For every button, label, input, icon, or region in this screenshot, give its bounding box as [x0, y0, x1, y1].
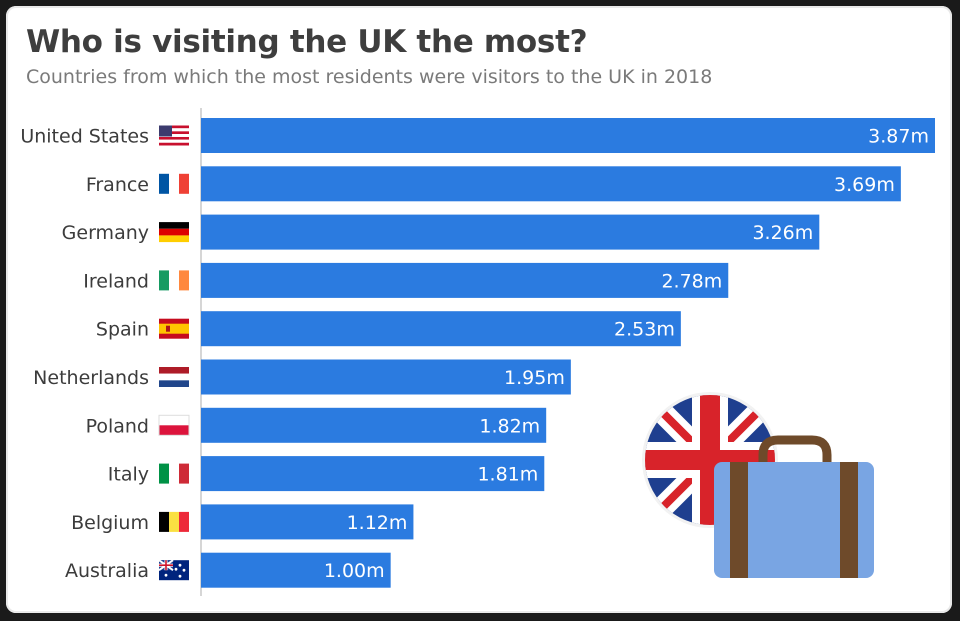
- category-label: Belgium: [71, 512, 149, 534]
- value-label: 1.95m: [504, 367, 565, 389]
- uk-suitcase-icon: [642, 392, 874, 578]
- italy-flag-icon: [159, 463, 189, 484]
- category-label: Poland: [86, 415, 149, 437]
- australia-flag-icon: [158, 559, 189, 581]
- category-label: Germany: [62, 222, 149, 244]
- poland-flag-icon: [158, 414, 190, 436]
- bar-italy: [201, 456, 545, 492]
- bar-australia: [201, 552, 391, 588]
- value-label: 3.69m: [834, 174, 895, 196]
- bar-ireland: [201, 262, 729, 298]
- chart-card: Who is visiting the UK the most? Countri…: [6, 6, 952, 613]
- category-label: Italy: [108, 464, 149, 486]
- value-label: 1.00m: [324, 560, 385, 582]
- bar-poland: [201, 407, 547, 443]
- value-label: 3.87m: [868, 126, 929, 148]
- bar-united-states: [201, 118, 935, 153]
- chart-subtitle: Countries from which the most residents …: [26, 66, 713, 88]
- category-label: Ireland: [83, 270, 149, 292]
- belgium-flag-icon: [159, 511, 189, 532]
- value-label: 1.81m: [477, 464, 538, 486]
- ireland-flag-icon: [159, 270, 189, 291]
- value-label: 1.82m: [479, 415, 540, 437]
- value-label: 1.12m: [347, 512, 408, 534]
- value-label: 2.78m: [661, 270, 722, 292]
- germany-flag-icon: [159, 222, 189, 243]
- chart-title: Who is visiting the UK the most?: [26, 24, 588, 60]
- value-label: 3.26m: [752, 222, 813, 244]
- bar-germany: [201, 214, 820, 250]
- category-label: United States: [20, 126, 149, 148]
- bar-netherlands: [201, 359, 571, 395]
- category-label: Australia: [65, 560, 149, 582]
- netherlands-flag-icon: [159, 367, 189, 387]
- category-label: Spain: [96, 319, 149, 341]
- bars-layer: 3.87m United States 3.69m France 3.26m German…: [20, 108, 935, 596]
- spain-flag-icon: [159, 318, 189, 339]
- bar-france: [201, 166, 901, 202]
- us-flag-icon: [159, 125, 189, 146]
- category-label: Netherlands: [33, 367, 149, 389]
- value-label: 2.53m: [614, 319, 675, 341]
- bar-belgium: [201, 504, 414, 540]
- category-label: France: [86, 174, 149, 196]
- bar-spain: [201, 311, 681, 347]
- france-flag-icon: [159, 173, 189, 194]
